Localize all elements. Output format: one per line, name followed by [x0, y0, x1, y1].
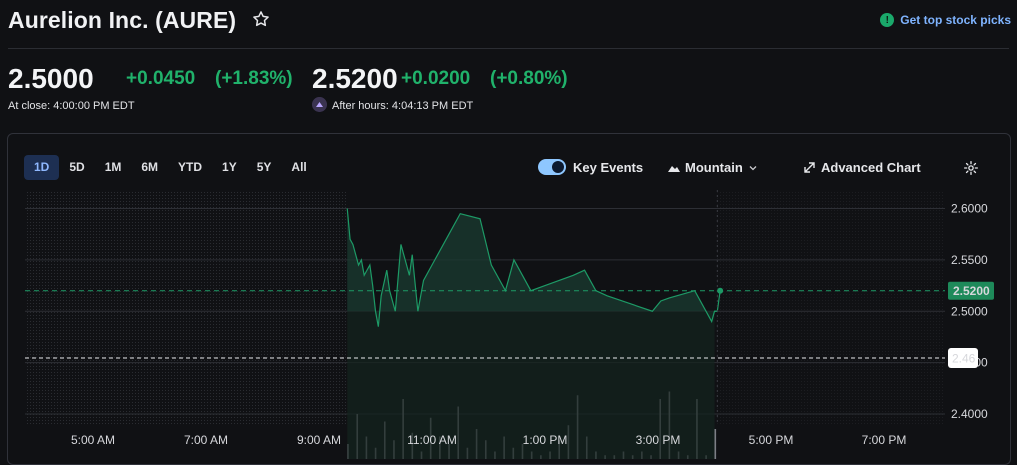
- expand-icon: [804, 162, 815, 173]
- close-price: 2.5000: [8, 63, 94, 94]
- premarket-shade: [25, 190, 348, 425]
- advanced-chart-button[interactable]: Advanced Chart: [803, 160, 921, 175]
- divider: [8, 48, 1009, 49]
- after-hours-price: 2.5200: [312, 63, 398, 94]
- after-hours-change: +0.0200: [401, 68, 471, 89]
- range-ytd[interactable]: YTD: [178, 160, 203, 174]
- chart-style-dropdown[interactable]: Mountain: [668, 160, 758, 175]
- range-1d[interactable]: 1D: [24, 155, 60, 180]
- page-title: Aurelion Inc. (AURE): [8, 7, 237, 33]
- previous-close-tag-label: 2.46: [952, 352, 976, 366]
- sparkle-icon: !: [880, 13, 895, 27]
- volume-bar: [714, 429, 717, 459]
- x-tick-label: 11:00 AM: [407, 433, 457, 447]
- close-change: +0.0450: [126, 68, 196, 89]
- y-tick-label: 2.5500: [951, 253, 988, 267]
- key-events-label[interactable]: Key Events: [573, 160, 644, 175]
- previous-close-tag: [948, 348, 978, 368]
- session-area-fill: [347, 311, 715, 459]
- range-1m[interactable]: 1M: [104, 160, 122, 174]
- last-price-tag-label: 2.5200: [953, 284, 990, 298]
- mountain-icon: [668, 165, 680, 172]
- top-picks-link[interactable]: ! Get top stock picks: [880, 13, 1011, 27]
- range-5y[interactable]: 5Y: [256, 160, 272, 174]
- price-area-fill: [347, 208, 718, 327]
- x-tick-label: 5:00 PM: [749, 433, 794, 447]
- range-5d[interactable]: 5D: [69, 160, 85, 174]
- x-tick-label: 7:00 AM: [184, 433, 228, 447]
- after-hours-time-label: After hours: 4:04:13 PM EDT: [332, 100, 474, 112]
- postmarket-shade: [717, 190, 945, 425]
- last-price-tag: [948, 281, 994, 300]
- after-hours-change-pct: (+0.80%): [490, 68, 568, 89]
- toggle-knob: [552, 161, 564, 173]
- settings-gear-icon[interactable]: [963, 160, 979, 176]
- y-tick-label: 2.6000: [951, 202, 988, 216]
- star-icon[interactable]: [251, 9, 271, 29]
- last-price-marker: [717, 287, 724, 294]
- y-tick-label: 2.5000: [951, 304, 988, 318]
- range-selector: 1D 5D 1M 6M YTD 1Y 5Y All: [24, 155, 317, 180]
- range-all[interactable]: All: [291, 160, 307, 174]
- x-tick-label: 9:00 AM: [297, 433, 341, 447]
- y-tick-label: 2.4000: [951, 407, 988, 421]
- x-tick-label: 5:00 AM: [71, 433, 115, 447]
- price-line: [346, 208, 718, 327]
- x-tick-label: 3:00 PM: [636, 433, 681, 447]
- range-1y[interactable]: 1Y: [222, 160, 237, 174]
- chart-style-label: Mountain: [685, 160, 743, 175]
- chevron-down-icon: [749, 165, 757, 170]
- advanced-chart-label: Advanced Chart: [821, 160, 921, 175]
- x-tick-label: 1:00 PM: [523, 433, 568, 447]
- close-change-pct: (+1.83%): [215, 68, 293, 89]
- close-time-label: At close: 4:00:00 PM EDT: [8, 100, 135, 112]
- quote-header: Aurelion Inc. (AURE) ! Get top stock pic…: [0, 0, 1017, 48]
- moon-icon: [312, 97, 327, 112]
- key-events-toggle[interactable]: [538, 159, 566, 175]
- price-summary: 2.5000 +0.0450 (+1.83%) At close: 4:00:0…: [8, 60, 1008, 120]
- top-picks-label: Get top stock picks: [900, 13, 1011, 27]
- range-6m[interactable]: 6M: [141, 160, 159, 174]
- x-tick-label: 7:00 PM: [862, 433, 907, 447]
